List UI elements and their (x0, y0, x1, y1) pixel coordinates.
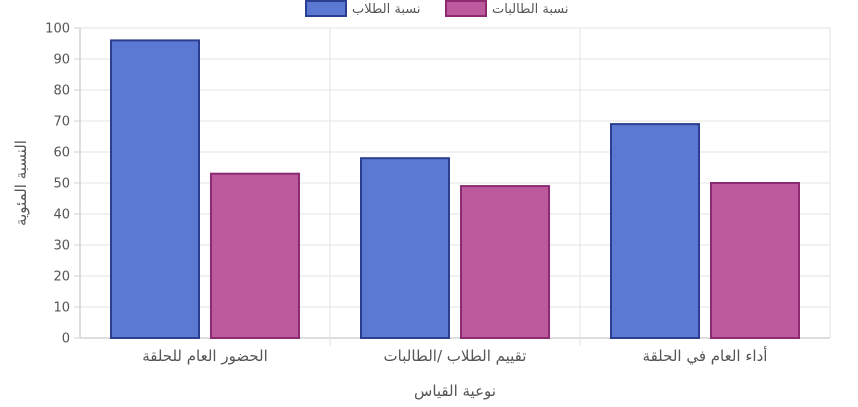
bar (360, 157, 450, 339)
legend-swatch (305, 0, 347, 17)
y-tick-label: 100 (45, 22, 70, 37)
x-tick-label: الحضور العام للحلقة (142, 347, 268, 365)
bar (710, 182, 800, 339)
y-tick-label: 50 (53, 177, 70, 192)
y-tick-label: 80 (53, 84, 70, 99)
bars (110, 39, 800, 340)
legend: نسبة الطلاب نسبة الطالبات (305, 0, 569, 17)
y-axis-title: النسبة المئوية (12, 140, 30, 226)
y-tick-label: 40 (53, 208, 70, 223)
y-tick-label: 70 (53, 115, 70, 130)
y-tick-label: 90 (53, 53, 70, 68)
x-axis-title: نوعية القياس (414, 382, 496, 400)
y-tick-label: 20 (53, 270, 70, 285)
axes: 0 10 20 30 40 50 60 70 80 90 100 الحضور العام للحلق… (45, 22, 767, 367)
y-tick-label: 10 (53, 301, 70, 316)
bar (460, 185, 550, 339)
bar (110, 39, 200, 340)
bar (610, 123, 700, 339)
x-tick-label: أداء العام في الحلقة (643, 346, 768, 366)
y-tick-label: 60 (53, 146, 70, 161)
legend-label: نسبة الطلاب (352, 2, 420, 17)
legend-label: نسبة الطالبات (492, 2, 569, 17)
y-tick-label: 0 (62, 332, 70, 347)
bar (210, 172, 300, 339)
x-tick-label: تقييم الطلاب /الطالبات (384, 347, 527, 365)
y-tick-label: 30 (53, 239, 70, 254)
legend-swatch (445, 0, 487, 17)
grid (79, 27, 831, 346)
